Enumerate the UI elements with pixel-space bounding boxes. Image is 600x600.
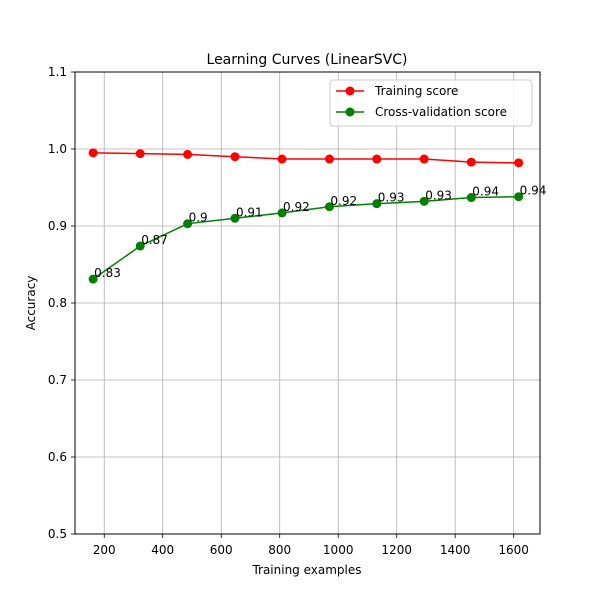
y-tick-label: 1.1 [48, 65, 67, 79]
series-point-0 [324, 154, 334, 164]
x-tick-label: 800 [268, 543, 291, 557]
legend-label-training: Training score [374, 84, 458, 98]
legend-marker-training [345, 86, 355, 96]
series-point-1 [88, 274, 98, 284]
series-point-0 [88, 148, 98, 158]
y-axis-label: Accuracy [24, 276, 38, 331]
series-point-0 [135, 149, 145, 159]
y-tick-label: 0.9 [48, 219, 67, 233]
series-point-1 [135, 241, 145, 251]
legend-box [329, 79, 533, 127]
plot-series: 0.83 0.87 0.9 0.91 0.92 0.92 0.93 0.93 0.94 0.94 [88, 148, 547, 284]
series-line-1 [92, 195, 519, 280]
data-label: 0.83 [94, 266, 121, 280]
series-point-1 [514, 192, 524, 202]
data-label: 0.91 [236, 205, 263, 219]
series-point-0 [419, 154, 429, 164]
x-axis-label: Training examples [251, 563, 361, 577]
data-label: 0.9 [189, 211, 208, 225]
legend: Training score Cross-validation score [329, 79, 533, 127]
data-label: 0.87 [141, 233, 168, 247]
series-point-1 [372, 199, 382, 209]
series-point-1 [466, 193, 476, 203]
x-tick-label: 1400 [440, 543, 471, 557]
y-tick-label: 0.5 [48, 527, 67, 541]
legend-marker-cv [345, 107, 355, 117]
legend-label-cv: Cross-validation score [375, 105, 507, 119]
data-label: 0.93 [425, 188, 452, 202]
series-point-0 [372, 154, 382, 164]
series-point-0 [277, 154, 287, 164]
chart-title: Learning Curves (LinearSVC) [207, 52, 408, 68]
series-point-0 [230, 152, 240, 162]
data-label: 0.93 [378, 191, 405, 205]
x-tick-label: 1600 [498, 543, 529, 557]
axes: 200 400 600 800 1000 1200 1400 1600 0.5 0.6 0.7 0.8… [48, 65, 529, 557]
y-tick-label: 1.0 [48, 142, 67, 156]
series-point-0 [466, 157, 476, 167]
data-label: 0.92 [330, 194, 357, 208]
series-point-1 [324, 202, 334, 212]
series-point-0 [183, 149, 193, 159]
x-tick-label: 600 [210, 543, 233, 557]
series-point-1 [277, 208, 287, 218]
data-label: 0.94 [520, 184, 547, 198]
y-tick-label: 0.6 [48, 450, 67, 464]
series-point-1 [183, 219, 193, 229]
x-tick-label: 200 [93, 543, 116, 557]
x-tick-label: 1200 [381, 543, 412, 557]
x-tick-label: 1000 [323, 543, 354, 557]
series-point-1 [230, 213, 240, 223]
data-label: 0.92 [283, 200, 310, 214]
y-tick-label: 0.7 [48, 373, 67, 387]
series-point-0 [514, 158, 524, 168]
series-line-0 [93, 152, 519, 164]
data-label: 0.94 [472, 185, 499, 199]
series-point-1 [419, 196, 429, 206]
x-tick-label: 400 [151, 543, 174, 557]
y-tick-label: 0.8 [48, 296, 67, 310]
